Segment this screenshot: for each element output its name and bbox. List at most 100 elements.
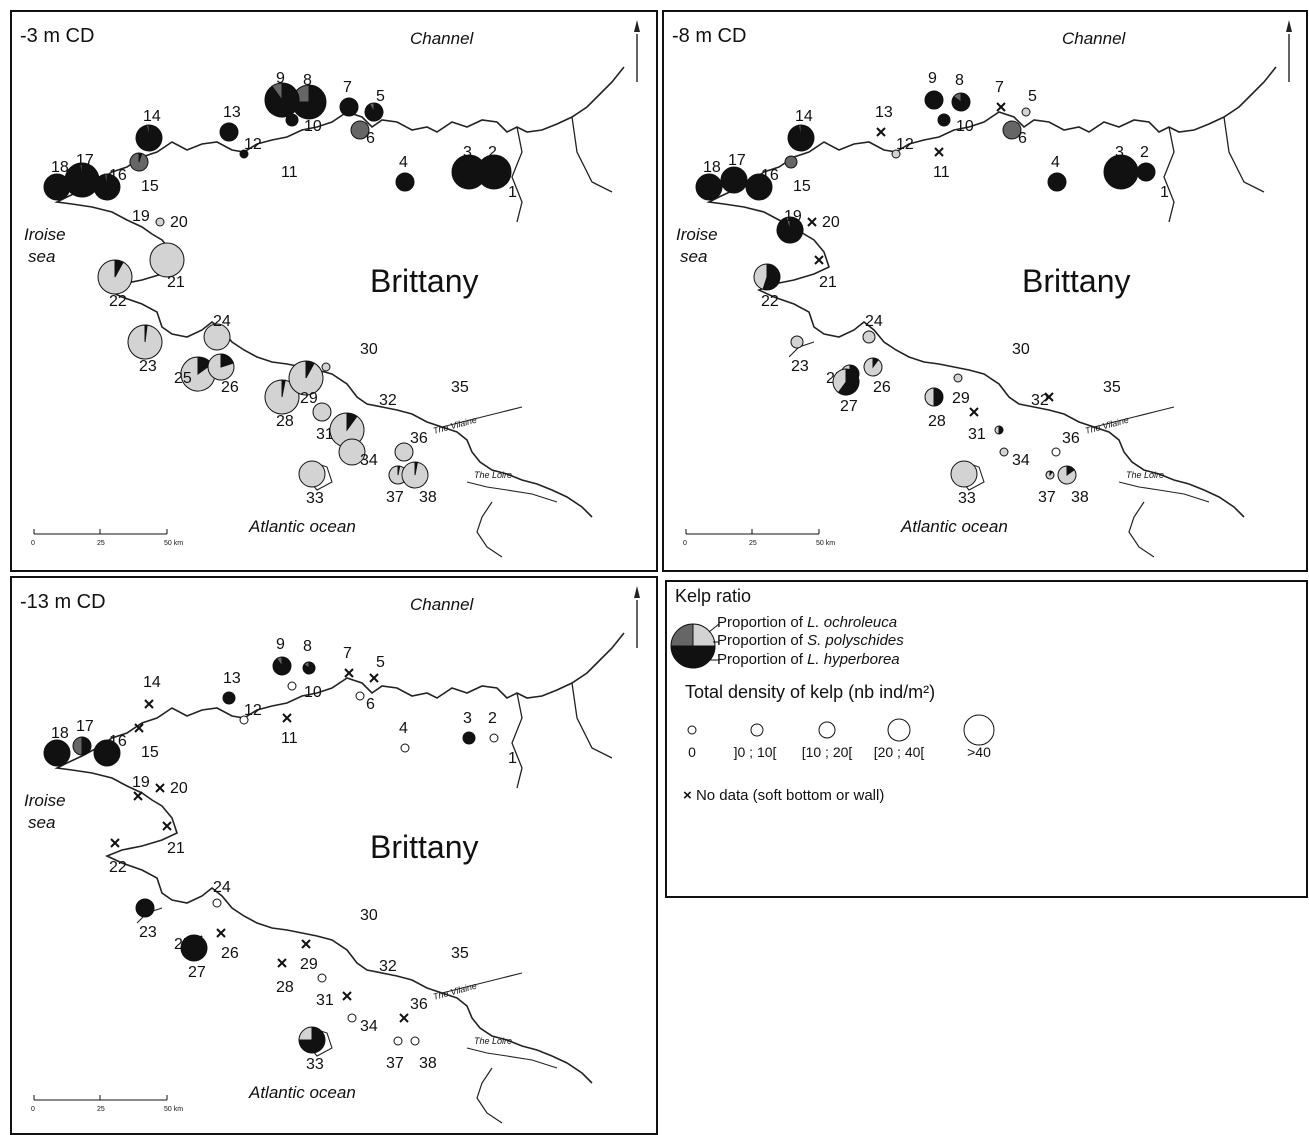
site-pie-27 xyxy=(832,368,860,396)
pie-slice-och xyxy=(950,460,978,488)
ocean-label: Atlantic ocean xyxy=(248,517,356,536)
site-nodata-22 xyxy=(110,838,120,848)
channel-label: Channel xyxy=(1062,29,1127,48)
site-label-18: 18 xyxy=(51,159,69,176)
pie-slice-hyp xyxy=(43,739,71,767)
site-label-28: 28 xyxy=(276,413,294,430)
site-label-23: 23 xyxy=(139,358,157,375)
site-nodata-21 xyxy=(162,821,172,831)
pie-slice-hyp xyxy=(93,739,121,767)
map-svg: -8 m CD Channel Brittany Iroise sea Atlantic … xyxy=(672,20,1292,558)
south-coast xyxy=(476,1067,503,1124)
pie-slice-pol xyxy=(72,736,83,756)
map-panel-8m: -8 m CD Channel Brittany Iroise sea Atlantic … xyxy=(662,10,1308,572)
site-label-15: 15 xyxy=(793,178,811,195)
site-pie-38 xyxy=(410,1036,420,1046)
pie-slice-hyp xyxy=(933,387,944,407)
site-pie-4 xyxy=(395,172,415,192)
site-label-10: 10 xyxy=(304,684,322,701)
legend-pie-example xyxy=(670,623,720,669)
site-label-19: 19 xyxy=(132,774,150,791)
map-panel-3m: -3 m CD Channel Brittany Iroise sea Atlantic … xyxy=(10,10,658,572)
pie-slice-hyp xyxy=(1047,172,1067,192)
site-pie-3 xyxy=(1103,154,1139,190)
region-label: Brittany xyxy=(370,263,478,299)
pie-slice-pol xyxy=(79,162,83,181)
legend-density-circle-3 xyxy=(887,718,911,742)
site-pie-6 xyxy=(350,120,370,140)
loire-river xyxy=(1118,481,1210,503)
site-pie-9 xyxy=(264,82,300,118)
site-nodata-7 xyxy=(996,102,1006,112)
site-pie-32 xyxy=(994,425,1004,435)
pie-slice-pol xyxy=(103,173,108,188)
site-label-21: 21 xyxy=(167,274,185,291)
site-label-23: 23 xyxy=(139,924,157,941)
pie-empty xyxy=(400,743,410,753)
site-pie-23 xyxy=(790,335,804,349)
pie-slice-och xyxy=(207,353,235,381)
legend-och-prefix: Proportion of xyxy=(717,614,808,631)
site-label-26: 26 xyxy=(221,379,239,396)
site-label-7: 7 xyxy=(995,79,1004,96)
site-pie-8 xyxy=(302,661,316,675)
pie-slice-och xyxy=(401,461,429,489)
pie-empty xyxy=(1051,447,1061,457)
vilaine-label: The Vilaine xyxy=(1084,415,1130,436)
site-nodata-19 xyxy=(133,791,143,801)
pie-slice-hyp xyxy=(1103,154,1139,190)
site-pie-31 xyxy=(317,973,327,983)
site-pie-4 xyxy=(400,743,410,753)
pie-empty xyxy=(239,715,249,725)
pie-slice-och xyxy=(97,259,133,295)
site-label-35: 35 xyxy=(451,945,469,962)
pie-empty xyxy=(347,1013,357,1023)
site-label-35: 35 xyxy=(451,379,469,396)
site-label-22: 22 xyxy=(109,293,127,310)
site-label-15: 15 xyxy=(141,178,159,195)
region-label: Brittany xyxy=(1022,263,1130,299)
site-label-24: 24 xyxy=(865,313,883,330)
site-label-11: 11 xyxy=(933,164,950,181)
coastline xyxy=(54,632,625,1084)
site-pie-38 xyxy=(1057,465,1077,485)
site-label-17: 17 xyxy=(76,718,94,735)
site-pie-17 xyxy=(64,162,100,198)
site-nodata-14 xyxy=(144,699,154,709)
site-label-7: 7 xyxy=(343,79,352,96)
pie-slice-hyp xyxy=(81,736,92,756)
legend-panel: Kelp ratio Proportion of L. ochroleuca P… xyxy=(665,580,1308,898)
site-pie-17 xyxy=(720,166,748,194)
south-coast xyxy=(476,501,503,558)
site-label-3: 3 xyxy=(463,144,472,161)
site-label-31: 31 xyxy=(968,426,986,443)
site-label-10: 10 xyxy=(956,118,974,135)
legend-nodata: × No data (soft bottom or wall) xyxy=(683,787,884,804)
site-pie-18 xyxy=(43,739,71,767)
site-label-29: 29 xyxy=(300,956,318,973)
site-label-29: 29 xyxy=(300,390,318,407)
site-pie-5 xyxy=(364,102,384,122)
legend-density-circles xyxy=(687,714,995,746)
pie-slice-hyp xyxy=(239,149,249,159)
pie-slice-hyp xyxy=(462,731,476,745)
coastline xyxy=(54,66,625,518)
site-pie-22 xyxy=(97,259,133,295)
depth-label: -3 m CD xyxy=(20,25,94,47)
site-label-18: 18 xyxy=(703,159,721,176)
pie-slice-och xyxy=(338,438,366,466)
site-nodata-11 xyxy=(282,713,292,723)
site-label-29: 29 xyxy=(952,390,970,407)
site-pie-18 xyxy=(695,173,723,201)
legend-ochroleuca: Proportion of L. ochroleuca xyxy=(717,614,897,631)
site-label-14: 14 xyxy=(143,108,161,125)
site-label-30: 30 xyxy=(1012,341,1030,358)
site-label-36: 36 xyxy=(1062,430,1080,447)
site-label-37: 37 xyxy=(1038,489,1056,506)
site-nodata-11 xyxy=(934,147,944,157)
scale-label: 50 km xyxy=(816,540,835,547)
site-label-2: 2 xyxy=(488,710,497,727)
site-pie-24 xyxy=(203,323,231,351)
site-pie-10 xyxy=(285,113,299,127)
site-label-4: 4 xyxy=(399,720,408,737)
